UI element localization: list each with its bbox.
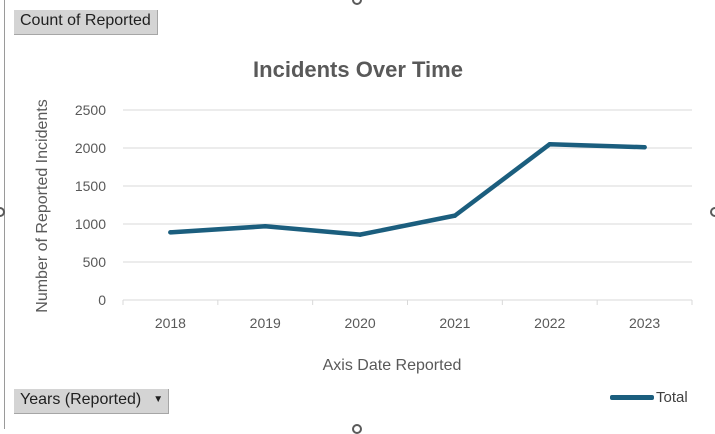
y-tick-label: 1500 — [75, 178, 106, 194]
legend-label: Total — [656, 388, 688, 406]
axis-field-dropdown[interactable]: Years (Reported) ▼ — [14, 389, 169, 414]
y-tick-label: 2500 — [75, 102, 106, 118]
chart-title: Incidents Over Time — [253, 57, 463, 82]
data-point — [357, 232, 363, 237]
resize-handle-top[interactable] — [352, 0, 362, 5]
x-tick-label: 2019 — [250, 315, 281, 331]
x-tick-label: 2021 — [439, 315, 470, 331]
y-tick-label: 0 — [98, 292, 106, 308]
x-tick-label: 2018 — [155, 315, 186, 331]
x-tick-label: 2023 — [629, 315, 660, 331]
data-point — [452, 213, 458, 218]
value-field-button[interactable]: Count of Reported — [14, 10, 158, 35]
data-point — [642, 145, 647, 150]
chart-border — [4, 0, 5, 429]
y-tick-label: 500 — [83, 254, 107, 270]
series-line-total — [168, 141, 647, 237]
data-point — [263, 224, 268, 229]
axis-field-label: Years (Reported) — [20, 391, 142, 408]
x-tick-label: 2020 — [345, 315, 376, 331]
y-tick-label: 2000 — [75, 140, 106, 156]
x-tick-label: 2022 — [534, 315, 565, 331]
legend-swatch — [610, 394, 654, 400]
legend: Total — [610, 388, 688, 406]
value-field-label: Count of Reported — [20, 12, 151, 29]
y-axis-title: Number of Reported Incidents — [34, 99, 51, 312]
resize-handle-right[interactable] — [710, 207, 715, 217]
y-tick-label: 1000 — [75, 216, 106, 232]
data-point — [168, 230, 173, 235]
chevron-down-icon[interactable]: ▼ — [153, 394, 164, 405]
resize-handle-left[interactable] — [0, 207, 5, 217]
x-axis-title: Axis Date Reported — [323, 357, 462, 374]
data-point — [547, 142, 552, 147]
